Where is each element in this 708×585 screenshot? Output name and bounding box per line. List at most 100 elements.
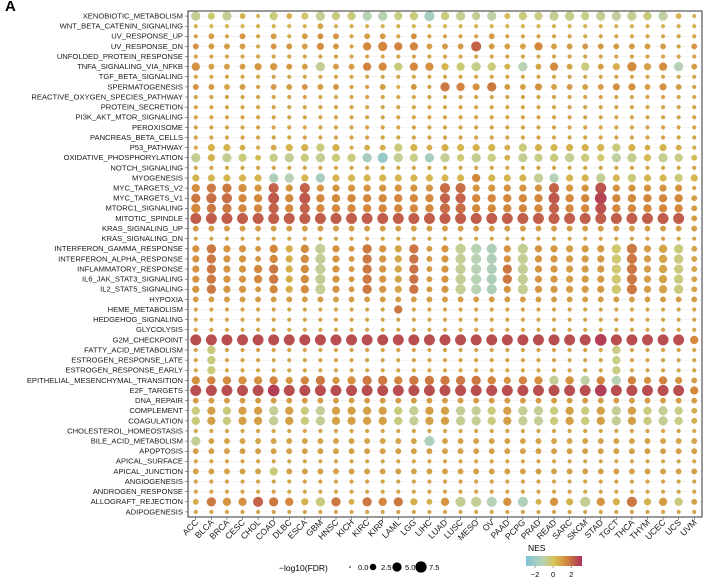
y-tick-label: ESTROGEN_RESPONSE_LATE — [71, 356, 183, 365]
dot-CESC-ANDROGEN_RESPONSE — [240, 489, 245, 494]
dot-GBM-WNT_BETA_CATENIN_SIGNALING — [317, 23, 324, 30]
dot-HNSC-UNFOLDED_PROTEIN_RESPONSE — [333, 54, 339, 59]
dot-KICH-TNFA_SIGNALING_VIA_NFKB — [348, 63, 355, 70]
dot-SKCM-MTORC1_SIGNALING — [581, 204, 590, 213]
dot-BLCA-PI3K_AKT_MTOR_SIGNALING — [209, 115, 214, 120]
dot-LIHC-TNFA_SIGNALING_VIA_NFKB — [425, 62, 434, 71]
dot-CESC-KRAS_SIGNALING_UP — [239, 225, 246, 232]
dot-LAML-EPITHELIAL_MESENCHYMAL_TRANSITION — [394, 376, 403, 385]
dot-THCA-HYPOXIA — [628, 296, 635, 303]
dot-READ-PI3K_AKT_MTOR_SIGNALING — [551, 115, 557, 120]
dot-HNSC-TGF_BETA_SIGNALING — [333, 74, 339, 79]
dot-BLCA-APICAL_SURFACE — [209, 459, 214, 464]
dot-SARC-ANGIOGENESIS — [567, 479, 572, 484]
dot-UCS-HEDGEHOG_SIGNALING — [676, 317, 681, 322]
dot-KICH-DNA_REPAIR — [348, 397, 355, 404]
dot-THYM-BILE_ACID_METABOLISM — [644, 438, 651, 445]
dot-PCPG-WNT_BETA_CATENIN_SIGNALING — [520, 24, 525, 29]
dot-THCA-UNFOLDED_PROTEIN_RESPONSE — [629, 54, 634, 59]
dot-BLCA-MITOTIC_SPINDLE — [205, 212, 217, 224]
dot-MESO-INFLAMMATORY_RESPONSE — [471, 263, 482, 275]
dot-GBM-REACTIVE_OXYGEN_SPECIES_PATHWAY — [318, 94, 323, 100]
dot-SARC-INTERFERON_ALPHA_RESPONSE — [566, 255, 574, 263]
dot-HNSC-COAGULATION — [331, 416, 341, 425]
dot-GBM-UV_RESPONSE_DN — [316, 42, 324, 50]
dot-BRCA-REACTIVE_OXYGEN_SPECIES_PATHWAY — [224, 94, 230, 100]
dot-THYM-APICAL_SURFACE — [645, 459, 650, 464]
dot-GBM-INTERFERON_GAMMA_RESPONSE — [315, 243, 326, 254]
dot-CESC-NOTCH_SIGNALING — [240, 165, 245, 170]
dot-COAD-INTERFERON_ALPHA_RESPONSE — [269, 254, 278, 264]
dot-GBM-ADIPOGENESIS — [318, 509, 323, 515]
dot-LAML-TGF_BETA_SIGNALING — [396, 74, 401, 79]
dot-READ-EPITHELIAL_MESENCHYMAL_TRANSITION — [549, 375, 559, 386]
dot-PCPG-MYC_TARGETS_V2 — [519, 184, 527, 192]
dot-HNSC-PEROXISOME — [333, 125, 339, 130]
dot-SARC-ANDROGEN_RESPONSE — [567, 489, 572, 494]
dot-TGCT-TNFA_SIGNALING_VIA_NFKB — [612, 63, 620, 71]
dot-STAD-UV_RESPONSE_UP — [598, 34, 603, 39]
dot-LGG-OXIDATIVE_PHOSPHORYLATION — [409, 153, 418, 162]
dot-PCPG-HEME_METABOLISM — [520, 307, 525, 312]
dot-LAML-BILE_ACID_METABOLISM — [395, 438, 402, 445]
dot-ESCA-ESTROGEN_RESPONSE_EARLY — [302, 368, 307, 373]
dot-SARC-MYOGENESIS — [566, 174, 574, 182]
dot-LAML-UV_RESPONSE_DN — [394, 42, 403, 51]
dot-UCS-EPITHELIAL_MESENCHYMAL_TRANSITION — [675, 376, 683, 384]
dot-SARC-KRAS_SIGNALING_UP — [566, 225, 573, 232]
dot-COAD-ESTROGEN_RESPONSE_LATE — [271, 358, 276, 363]
dot-PRAD-UNFOLDED_PROTEIN_RESPONSE — [536, 54, 541, 59]
dot-THYM-UV_RESPONSE_UP — [645, 34, 650, 39]
dot-PRAD-MITOTIC_SPINDLE — [532, 212, 544, 224]
dot-LUAD-IL2_STAT5_SIGNALING — [441, 285, 449, 293]
dot-DLBC-INFLAMMATORY_RESPONSE — [285, 265, 293, 273]
dot-UCS-INTERFERON_GAMMA_RESPONSE — [674, 244, 684, 254]
dot-ESCA-ANDROGEN_RESPONSE — [302, 489, 307, 494]
dot-MESO-APICAL_SURFACE — [474, 459, 479, 464]
dot-LAML-PEROXISOME — [396, 125, 401, 130]
dot-GBM-UV_RESPONSE_UP — [317, 33, 324, 40]
dot-THCA-PI3K_AKT_MTOR_SIGNALING — [629, 115, 634, 120]
dot-UCS-KRAS_SIGNALING_DN — [676, 236, 681, 241]
dot-READ-G2M_CHECKPOINT — [548, 334, 560, 346]
dot-OV-HEME_METABOLISM — [489, 307, 494, 312]
dot-ACC-UNFOLDED_PROTEIN_RESPONSE — [193, 54, 198, 59]
dot-MESO-OXIDATIVE_PHOSPHORYLATION — [471, 153, 481, 163]
dot-PCPG-MYC_TARGETS_V1 — [518, 194, 528, 203]
dot-BRCA-ALLOGRAFT_REJECTION — [222, 497, 232, 506]
dot-CESC-SPERMATOGENESIS — [239, 83, 246, 90]
dot-ACC-HEME_METABOLISM — [193, 307, 198, 312]
dot-LIHC-ESTROGEN_RESPONSE_EARLY — [427, 368, 432, 373]
dot-PAAD-IL2_STAT5_SIGNALING — [503, 285, 511, 293]
dot-STAD-MITOTIC_SPINDLE — [595, 212, 607, 224]
dot-LUAD-APICAL_JUNCTION — [442, 468, 448, 475]
dot-UCEC-EPITHELIAL_MESENCHYMAL_TRANSITION — [658, 376, 668, 385]
dot-UVM-IL2_STAT5_SIGNALING — [691, 286, 698, 293]
dot-UVM-PEROXISOME — [692, 125, 697, 130]
dot-KIRC-CHOLESTEROL_HOMEOSTASIS — [365, 428, 370, 434]
dot-LUAD-P53_PATHWAY — [441, 144, 449, 152]
dot-UCEC-PEROXISOME — [660, 125, 666, 130]
dot-THYM-XENOBIOTIC_METABOLISM — [643, 11, 652, 21]
dot-PAAD-XENOBIOTIC_METABOLISM — [504, 13, 511, 19]
dot-UVM-KRAS_SIGNALING_UP — [691, 225, 698, 232]
y-tick-label: INTERFERON_ALPHA_RESPONSE — [58, 254, 183, 263]
dot-THYM-CHOLESTEROL_HOMEOSTASIS — [645, 428, 650, 434]
dot-SKCM-MYC_TARGETS_V2 — [581, 184, 589, 192]
dot-DLBC-BILE_ACID_METABOLISM — [286, 438, 293, 445]
dot-THCA-GLYCOLYSIS — [629, 327, 634, 332]
dot-SKCM-ADIPOGENESIS — [583, 509, 588, 515]
dot-STAD-OXIDATIVE_PHOSPHORYLATION — [597, 154, 605, 162]
dot-STAD-KRAS_SIGNALING_UP — [597, 225, 604, 232]
dot-BRCA-WNT_BETA_CATENIN_SIGNALING — [224, 24, 230, 29]
dot-OV-IL2_STAT5_SIGNALING — [486, 284, 497, 295]
dot-UVM-DNA_REPAIR — [691, 397, 698, 404]
dot-UCS-ANDROGEN_RESPONSE — [676, 489, 681, 494]
dot-PAAD-MYC_TARGETS_V2 — [503, 184, 511, 192]
dot-LUAD-INTERFERON_GAMMA_RESPONSE — [441, 245, 449, 253]
dot-STAD-TNFA_SIGNALING_VIA_NFKB — [597, 63, 604, 70]
dot-LIHC-IL6_JAK_STAT3_SIGNALING — [426, 276, 433, 283]
dot-ESCA-KRAS_SIGNALING_UP — [301, 225, 308, 232]
dot-UVM-MYC_TARGETS_V2 — [692, 186, 697, 191]
dot-UCEC-GLYCOLYSIS — [660, 327, 666, 332]
